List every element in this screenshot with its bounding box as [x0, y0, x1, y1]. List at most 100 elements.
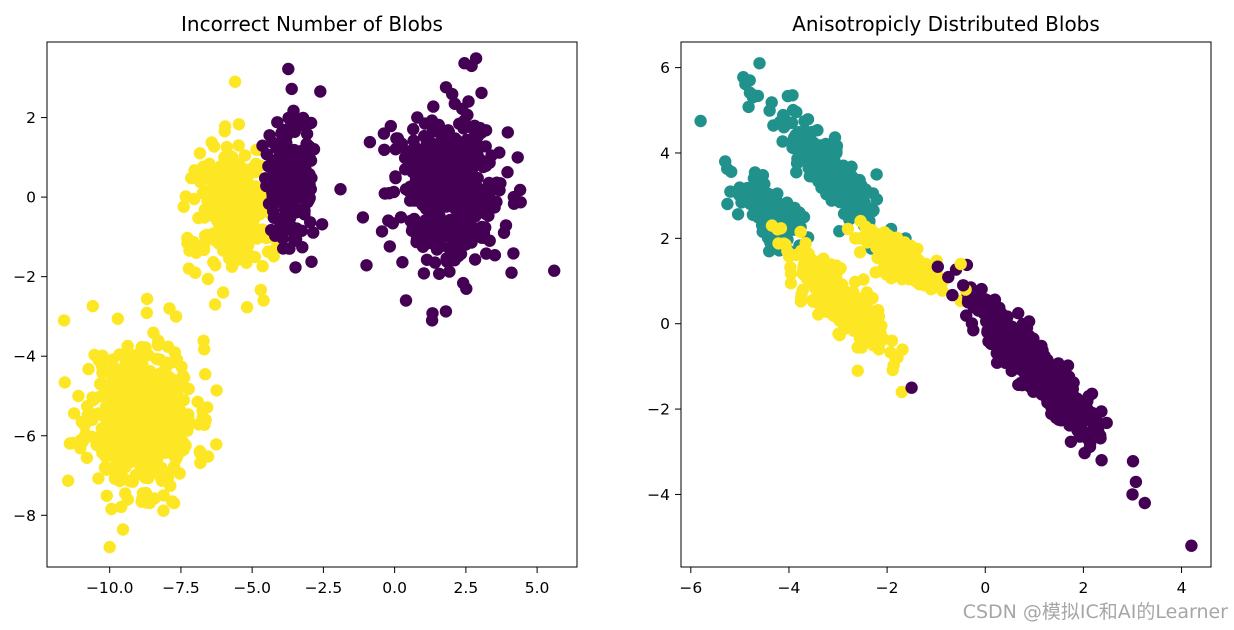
data-point-outlier — [228, 75, 242, 89]
data-point-cluster-teal-upper — [844, 191, 857, 204]
data-point-cluster-purple-right — [403, 185, 416, 198]
data-point-cluster-teal-upper — [765, 96, 778, 109]
data-point-cluster-purple-right — [420, 253, 434, 266]
data-point-cluster-purple-right — [433, 267, 446, 280]
data-point-outlier — [548, 264, 561, 277]
watermark: CSDN @模拟IC和AI的Learner — [962, 601, 1228, 623]
data-point-cluster-yellow-right — [873, 241, 887, 254]
data-point-cluster-teal-lower — [755, 219, 769, 232]
data-point-outlier — [954, 257, 967, 271]
y-tick-label: 2 — [660, 230, 670, 248]
data-point-cluster-purple-right — [501, 166, 514, 179]
data-point-outlier — [957, 279, 970, 292]
data-point-cluster-teal-upper — [798, 124, 811, 137]
data-point-cluster-yellow-top — [267, 250, 280, 263]
data-point-cluster-yellow-left — [784, 267, 798, 280]
data-point-cluster-purple-right — [382, 214, 395, 227]
data-point-cluster-yellow-top — [193, 147, 207, 160]
y-tick-label: −8 — [13, 507, 36, 525]
data-point-cluster-yellow-top — [185, 171, 198, 185]
data-point-cluster-purple — [1094, 429, 1107, 442]
data-point-cluster-purple-right — [396, 256, 409, 269]
data-point-cluster-teal-upper — [790, 166, 803, 179]
data-point-cluster-purple-right — [468, 253, 482, 266]
data-point-cluster-purple-mid — [280, 217, 293, 230]
data-point-cluster-yellow-left — [116, 523, 130, 536]
data-point-cluster-purple-right — [457, 150, 470, 163]
y-tick-label: −2 — [647, 401, 670, 419]
data-point-outlier — [465, 59, 478, 73]
y-tick-label: −4 — [13, 348, 36, 366]
data-point-cluster-yellow-left — [198, 418, 211, 431]
y-tick-label: −6 — [13, 427, 36, 445]
data-point-cluster-yellow-left — [833, 328, 846, 342]
data-point-cluster-teal-lower — [721, 197, 734, 211]
data-point-cluster-yellow-top — [232, 118, 246, 131]
data-point-cluster-purple — [981, 326, 994, 339]
data-point-cluster-purple-mid — [315, 218, 329, 231]
data-point-cluster-teal-upper — [798, 115, 811, 128]
data-point-cluster-yellow-left — [857, 273, 870, 286]
data-point-cluster-purple — [1082, 390, 1095, 403]
data-point-cluster-purple-mid — [295, 224, 308, 237]
data-point-cluster-yellow-left — [63, 437, 77, 450]
data-point-cluster-purple-right — [421, 200, 434, 213]
data-point-cluster-yellow-left — [147, 326, 160, 339]
data-point-cluster-purple-right — [499, 219, 513, 232]
data-point-cluster-purple-mid — [285, 82, 298, 96]
data-point-cluster-yellow-top — [238, 163, 251, 176]
data-point-cluster-yellow-right — [921, 265, 935, 279]
data-point-cluster-purple-right — [447, 213, 460, 226]
data-point-cluster-purple-right — [409, 172, 423, 185]
data-point-cluster-yellow-left — [837, 304, 851, 317]
data-point-cluster-yellow-left — [92, 472, 105, 485]
data-point-cluster-yellow-left — [100, 489, 114, 502]
data-point-cluster-yellow-left — [795, 244, 808, 258]
data-point-cluster-yellow-left — [137, 363, 150, 377]
data-point-cluster-purple-right — [384, 119, 397, 133]
data-point-cluster-yellow-left — [175, 360, 188, 373]
data-point-cluster-teal-lower — [764, 188, 778, 202]
x-tick-label: −2.5 — [305, 579, 343, 597]
data-point-cluster-purple-right — [475, 183, 488, 196]
data-point-cluster-yellow-left — [111, 312, 125, 325]
data-point-cluster-yellow-left — [108, 472, 122, 485]
chart-anisotropicly-distributed-blobs: Anisotropicly Distributed Blobs −6 −4 −2 0 2… — [647, 12, 1212, 597]
data-point-cluster-purple-mid — [270, 141, 283, 155]
data-point-cluster-purple-mid — [276, 123, 290, 137]
data-point-cluster-yellow-left — [812, 308, 825, 321]
data-point-cluster-yellow-left — [140, 496, 154, 509]
data-point-cluster-purple-mid — [288, 192, 302, 205]
data-point-cluster-yellow-left — [98, 461, 112, 474]
data-point-cluster-teal-upper — [800, 142, 813, 156]
data-point-cluster-purple-mid — [289, 153, 302, 166]
data-point-cluster-yellow-left — [82, 362, 95, 376]
data-point-cluster-purple-right — [480, 247, 493, 260]
data-point-cluster-purple-mid — [264, 179, 278, 192]
data-point-cluster-purple-mid — [273, 169, 286, 182]
data-point-cluster-yellow-top — [190, 246, 203, 259]
data-point-cluster-yellow-right — [849, 232, 862, 245]
data-point-cluster-yellow-left — [142, 348, 155, 362]
data-point-cluster-yellow-right — [841, 222, 855, 236]
data-point-cluster-purple — [961, 296, 975, 309]
data-point-cluster-teal-upper — [837, 181, 850, 194]
data-point-outlier — [1138, 496, 1152, 510]
data-point-cluster-yellow-right — [896, 249, 909, 262]
data-point-cluster-purple-mid — [282, 62, 295, 76]
scatter-points — [694, 57, 1198, 552]
data-point-cluster-purple-mid — [298, 120, 311, 133]
data-point-cluster-purple — [1057, 404, 1070, 418]
data-point-cluster-purple-right — [459, 236, 473, 249]
data-point-cluster-purple-right — [375, 225, 389, 238]
data-point-cluster-purple-mid — [267, 211, 281, 224]
data-point-cluster-purple — [1035, 339, 1048, 353]
data-point-cluster-yellow-left — [102, 378, 116, 391]
data-point-cluster-yellow-left — [165, 495, 179, 508]
data-point-cluster-yellow-left — [140, 306, 153, 320]
data-point-cluster-purple-right — [501, 126, 514, 139]
data-point-cluster-purple-mid — [304, 216, 317, 229]
x-tick-label: 2 — [1078, 579, 1088, 597]
data-point-cluster-yellow-top — [218, 125, 231, 138]
data-point-cluster-yellow-left — [123, 356, 137, 369]
